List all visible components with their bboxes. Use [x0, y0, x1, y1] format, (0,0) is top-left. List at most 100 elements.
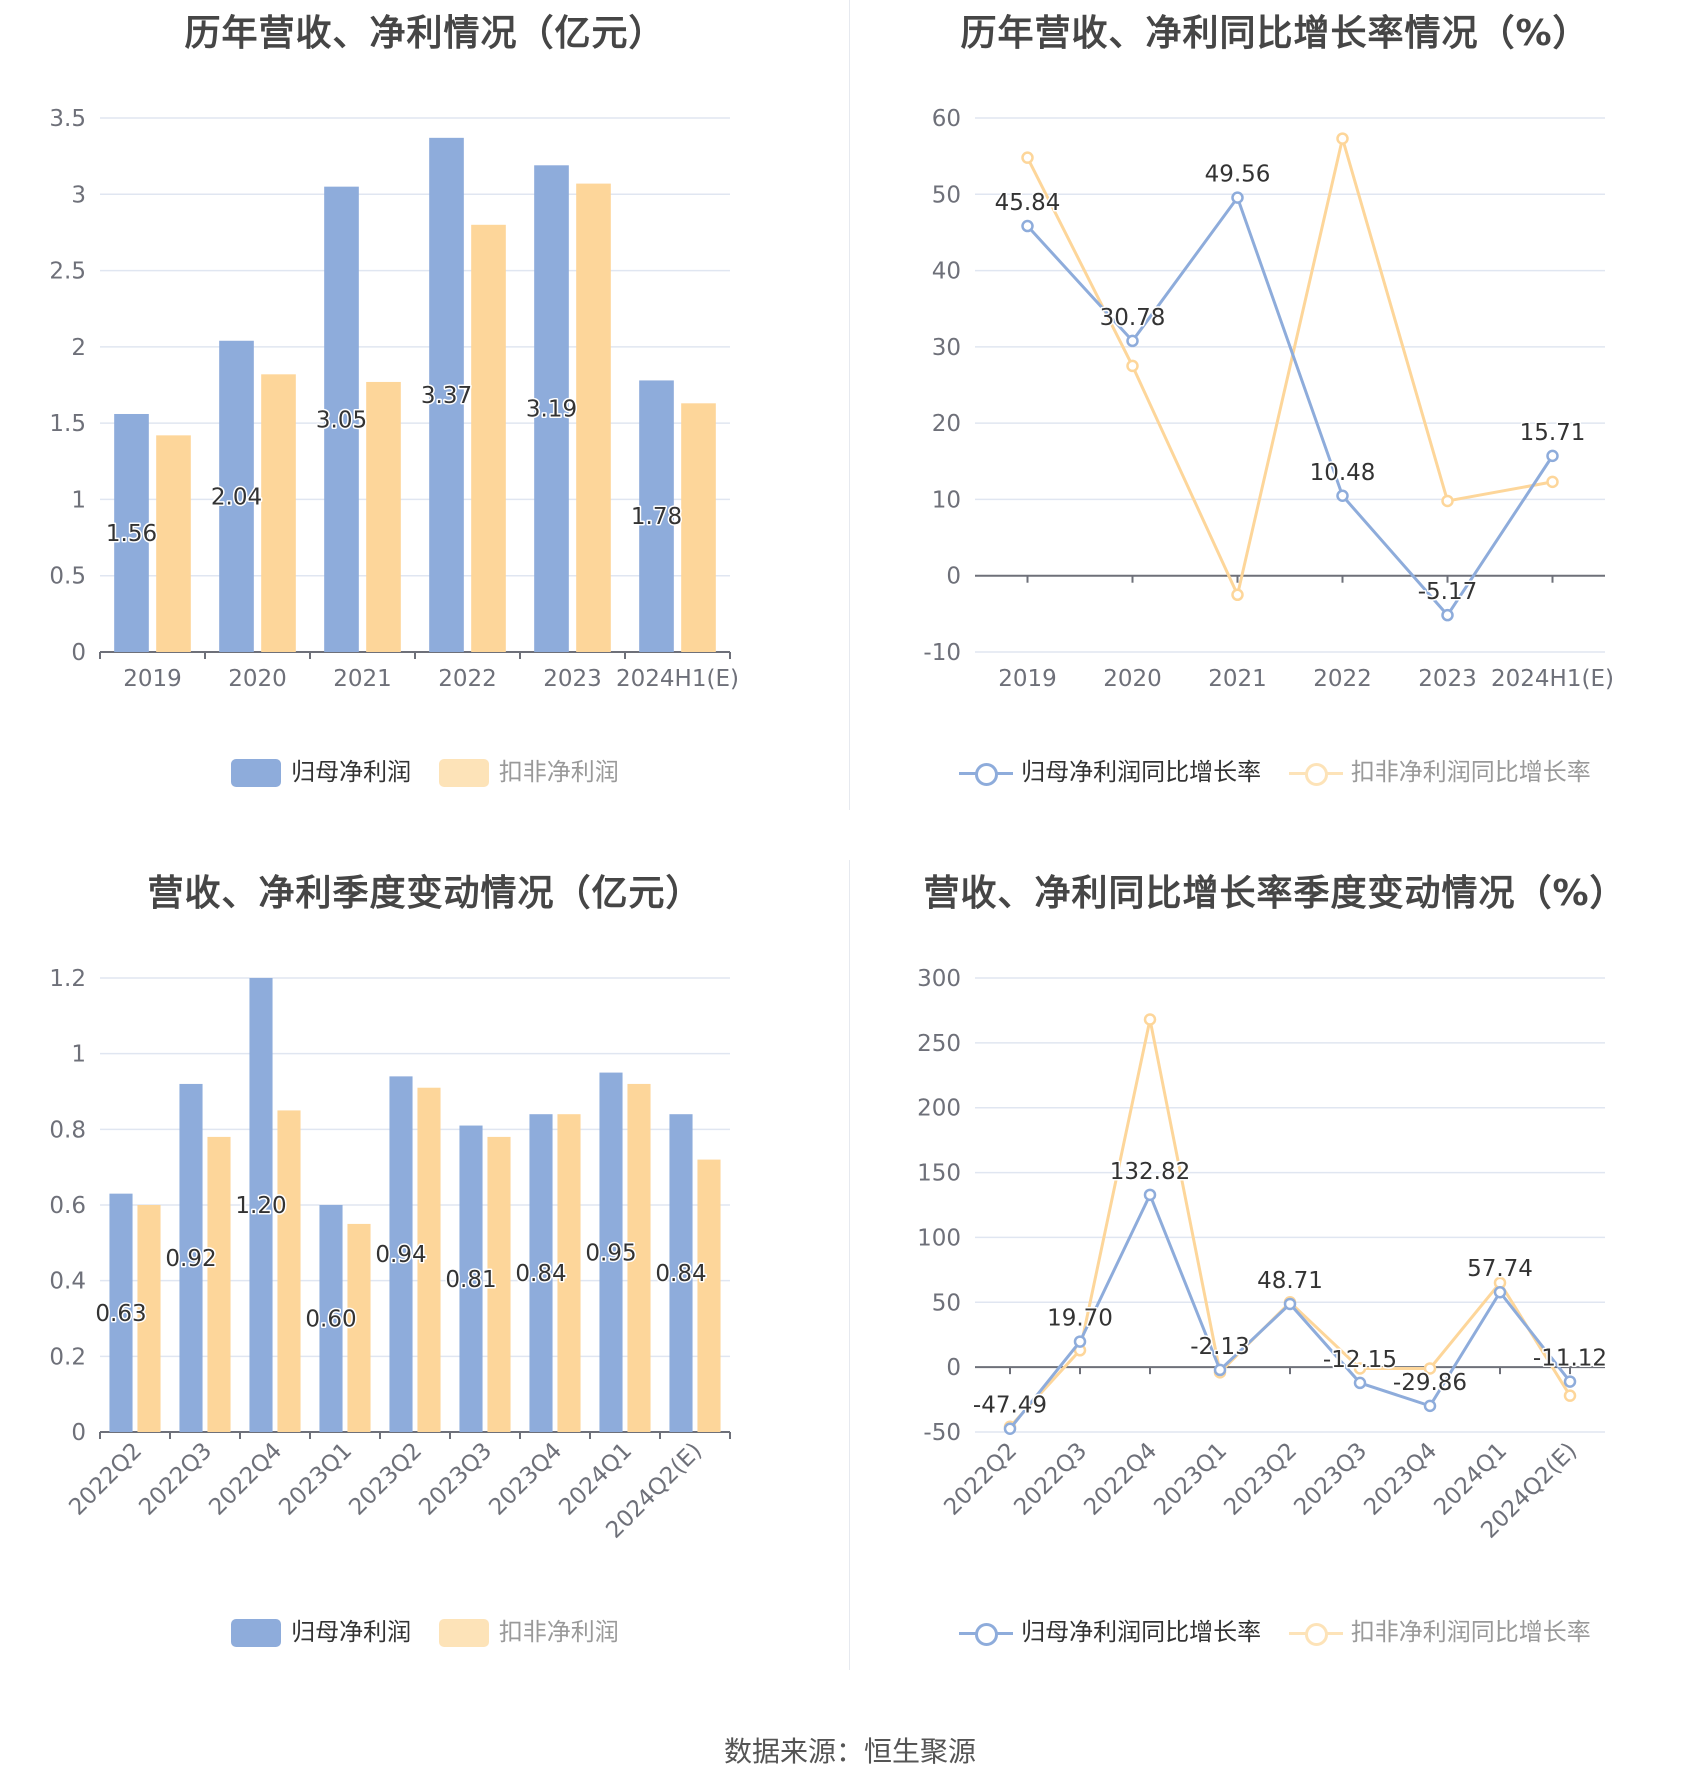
legend-swatch [438, 759, 489, 787]
legend-item-series-2[interactable]: 扣非净利润 [438, 752, 619, 787]
point-series-1 [1126, 334, 1139, 348]
point-series-2 [1423, 1362, 1437, 1375]
x-tick-label: 2021 [1208, 666, 1267, 692]
x-tick-label: 2023 [543, 666, 602, 692]
legend-label: 扣非净利润同比增长率 [1350, 1618, 1591, 1646]
panel-divider [849, 0, 850, 810]
line-series-2 [1008, 1019, 1572, 1428]
point-series-2 [1143, 1013, 1157, 1026]
y-tick-label: 1 [71, 487, 86, 513]
data-label: 45.84 [995, 190, 1061, 216]
quarterly-growth-plot: -500501001502002503002022Q22022Q32022Q42… [917, 966, 1608, 1544]
data-label: 0.60 [305, 1307, 356, 1333]
y-tick-label: 3.5 [49, 106, 86, 132]
quarterly-profit-plot: 00.20.40.60.811.22022Q22022Q32022Q42023Q… [49, 966, 731, 1544]
data-label: -2.13 [1190, 1334, 1250, 1360]
bar-series-1 [669, 1114, 693, 1432]
y-tick-label: 30 [932, 335, 961, 361]
bar-series-2 [487, 1136, 511, 1432]
x-tick-label: 2023Q2 [1219, 1438, 1302, 1521]
point-series-2 [1231, 588, 1244, 602]
legend-item-series-1[interactable]: 归母净利润 [231, 1612, 411, 1647]
legend-line-icon [1288, 1619, 1343, 1647]
y-tick-label: 0.6 [49, 1193, 86, 1219]
point-series-1 [1231, 191, 1244, 204]
legend-swatch [231, 1619, 282, 1647]
bar-series-2 [471, 224, 506, 653]
bar-series-1 [389, 1076, 413, 1432]
point-series-1 [1423, 1399, 1437, 1413]
bar-series-2 [557, 1114, 581, 1432]
legend-item-series-2[interactable]: 扣非净利润同比增长率 [1288, 1612, 1591, 1647]
y-tick-label: 0.5 [49, 564, 86, 590]
data-label: -11.12 [1533, 1346, 1607, 1372]
y-tick-label: 0 [71, 640, 86, 666]
x-tick-label: 2022Q3 [1009, 1438, 1092, 1521]
legend-item-series-1[interactable]: 归母净利润同比增长率 [959, 1612, 1261, 1647]
y-tick-label: 0 [946, 1355, 961, 1381]
legend-item-series-1[interactable]: 归母净利润同比增长率 [959, 752, 1261, 787]
legend-label: 扣非净利润同比增长率 [1350, 758, 1591, 786]
x-tick-label: 2019 [998, 666, 1057, 692]
x-tick-label: 2023Q3 [414, 1438, 497, 1521]
bar-series-2 [576, 183, 611, 652]
x-tick-label: 2022Q2 [939, 1438, 1022, 1521]
y-tick-label: -50 [923, 1420, 961, 1446]
x-tick-label: 2022Q4 [1079, 1438, 1162, 1521]
data-label: -5.17 [1418, 579, 1478, 605]
x-tick-label: 2023 [1418, 666, 1477, 692]
x-tick-label: 2022Q3 [134, 1438, 217, 1521]
x-tick-label: 2023Q3 [1289, 1438, 1372, 1521]
point-series-1 [1021, 219, 1034, 233]
legend-item-series-2[interactable]: 扣非净利润同比增长率 [1288, 752, 1591, 787]
y-tick-label: 0.2 [49, 1344, 86, 1370]
bar-series-2 [156, 435, 191, 652]
legend-line-icon [959, 759, 1014, 787]
legend-label: 归母净利润 [291, 1618, 412, 1646]
annual-growth-chart: 历年营收、净利同比增长率情况（%） -10 0 10 20 30 40 50 60 2019 20… [850, 0, 1700, 850]
bar-series-2 [366, 381, 401, 652]
y-tick-label: 200 [917, 1096, 961, 1122]
data-label: 2.04 [211, 484, 262, 510]
bar-series-1 [179, 1083, 203, 1432]
bar-series-2 [681, 403, 716, 652]
point-series-2 [1353, 1362, 1367, 1375]
y-tick-label: 10 [932, 487, 961, 513]
point-series-1 [1493, 1285, 1507, 1299]
quarterly-growth-chart: 营收、净利同比增长率季度变动情况（%） -50 0 50 100 150 200 250 30… [850, 860, 1700, 1710]
point-series-1 [1336, 489, 1349, 503]
panel-divider [849, 860, 850, 1670]
y-tick-label: 1.2 [49, 966, 86, 992]
y-tick-label: 150 [917, 1161, 961, 1187]
y-tick-label: 20 [932, 411, 961, 437]
legend-line-icon [1288, 759, 1343, 787]
legend-item-series-1[interactable]: 归母净利润 [231, 752, 411, 787]
data-label: 0.63 [95, 1301, 146, 1327]
data-label: 10.48 [1310, 460, 1376, 486]
line-series-2 [1026, 132, 1553, 600]
point-series-1 [1073, 1335, 1087, 1348]
data-label: 57.74 [1467, 1256, 1533, 1282]
x-tick-label: 2023Q2 [344, 1438, 427, 1521]
data-label: 1.56 [106, 521, 157, 547]
bar-series-1 [459, 1125, 483, 1432]
annual-profit-plot: 0 0.5 1 1.5 2 2.5 3 3.5 2019 2020 2021 2022 2023 2024… [49, 106, 739, 692]
data-label: 49.56 [1205, 162, 1271, 188]
bar-series-2 [207, 1136, 231, 1432]
y-tick-label: 40 [932, 259, 961, 285]
bar-series-1 [429, 137, 464, 652]
bar-series-1 [219, 340, 254, 652]
bar-series-1 [109, 1193, 133, 1432]
chart-title: 历年营收、净利情况（亿元） [184, 13, 666, 54]
y-tick-label: 250 [917, 1031, 961, 1057]
y-tick-label: 3 [71, 182, 86, 208]
bar-series-1 [534, 165, 569, 652]
x-tick-label: 2024H1(E) [1491, 666, 1614, 692]
line-series-1 [1026, 194, 1554, 618]
bar-series-2 [697, 1159, 721, 1432]
x-tick-label: 2022 [438, 666, 497, 692]
y-tick-label: 0.8 [49, 1117, 86, 1143]
data-label: 3.37 [421, 383, 472, 409]
legend-item-series-2[interactable]: 扣非净利润 [438, 1612, 619, 1647]
annual-growth-plot: -10 0 10 20 30 40 50 60 2019 2020 2021 2022 2023 2024… [923, 106, 1614, 692]
